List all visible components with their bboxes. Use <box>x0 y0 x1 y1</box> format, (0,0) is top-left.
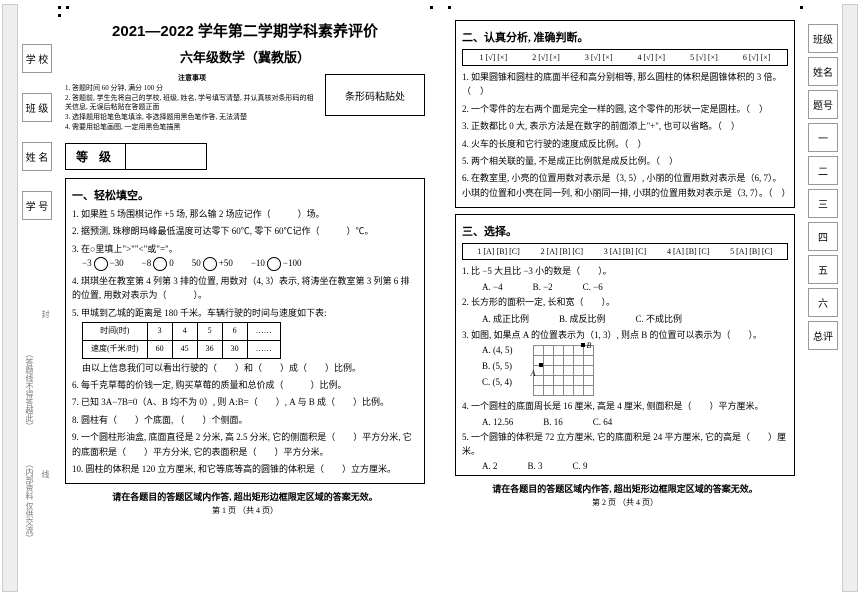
q3-3-opt-a: A. (4, 5) <box>482 345 513 355</box>
exam-title: 2021—2022 学年第二学期学科素养评价 <box>65 20 425 41</box>
q1-6: 6. 每千克草莓的价钱一定, 购买草莓的质量和总价成（ ）比例。 <box>72 378 418 392</box>
q3-1: 1. 比 −5 大且比 −3 小的数是（ ）。 <box>462 264 788 278</box>
seal-line: 线 <box>40 470 51 478</box>
exam-subtitle: 六年级数学（冀教版） <box>65 47 425 66</box>
score-name: 姓名 <box>808 57 838 86</box>
q1-10: 10. 圆柱的体积是 120 立方厘米, 和它等底等高的圆锥的体积是（ ）立方厘… <box>72 462 418 476</box>
field-number: 学 号 <box>22 191 52 220</box>
q1-5: 5. 甲城到乙城的距离是 180 千米。车辆行驶的时间与速度如下表: 时间(时)… <box>72 306 418 375</box>
q1-2: 2. 据预测, 珠穆朗玛峰最低温度可达零下 60℃, 零下 60℃记作（ ）℃。 <box>72 224 418 238</box>
field-name: 姓 名 <box>22 142 52 171</box>
page-1: 2021—2022 学年第二学期学科素养评价 六年级数学（冀教版） 注意事项 1… <box>55 0 435 596</box>
q1-3: 3. 在○里填上">""<"或"="。 −3−30 −80 50+50 −10−… <box>72 242 418 271</box>
footer-note-2: 请在各题目的答题区域内作答, 超出矩形边框限定区域的答案无效。 <box>455 482 795 495</box>
score-total: 总评 <box>808 321 838 350</box>
field-school: 学 校 <box>22 44 52 73</box>
choice-answer-strip[interactable]: 1 [A] [B] [C]2 [A] [B] [C]3 [A] [B] [C]4… <box>462 243 788 260</box>
q3-2: 2. 长方形的面积一定, 长和宽（ ）。 <box>462 295 788 309</box>
seal-note-2: （内部资料 仅供交流） <box>24 460 35 542</box>
seal-note-1: （答题线不得答越此） <box>24 350 35 430</box>
score-class: 班级 <box>808 24 838 53</box>
section-2-head: 二、认真分析, 准确判断。 <box>462 29 788 45</box>
q1-4: 4. 琪琪坐在教室第 4 列第 3 排的位置, 用数对（4, 3）表示, 将涛坐… <box>72 274 418 303</box>
q1-9: 9. 一个圆柱形油盒, 底面直径是 2 分米, 高 2.5 分米, 它的侧面积是… <box>72 430 418 459</box>
score-1: 一 <box>808 123 838 152</box>
q2-3: 3. 正数都比 0 大, 表示方法是在数字的前面添上"+", 也可以省略。（ ） <box>462 119 788 133</box>
q2-2: 2. 一个零件的左右两个面是完全一样的圆, 这个零件的形状一定是圆柱。（ ） <box>462 102 788 116</box>
q2-5: 5. 两个相关联的量, 不是成正比例就是成反比例。（ ） <box>462 154 788 168</box>
q3-1-opts: A. −4B. −2C. −6 <box>482 282 788 292</box>
grid-figure: A B <box>533 345 594 396</box>
right-score-strip: 班级 姓名 题号 一 二 三 四 五 六 总评 <box>805 0 860 596</box>
field-class: 班 级 <box>22 93 52 122</box>
grade-label: 等 级 <box>66 144 126 169</box>
q1-8: 8. 圆柱有（ ）个底面, （ ）个侧面。 <box>72 413 418 427</box>
barcode-area: 条形码粘贴处 <box>325 74 425 116</box>
page-num-1: 第 1 页 （共 4 页） <box>65 505 425 516</box>
footer-note-1: 请在各题目的答题区域内作答, 超出矩形边框限定区域的答案无效。 <box>65 490 425 503</box>
q3-4-opts: A. 12.56B. 16C. 64 <box>482 417 788 427</box>
score-head: 题号 <box>808 90 838 119</box>
q3-3-opt-b: B. (5, 5) <box>482 361 513 371</box>
q3-3-opt-c: C. (5, 4) <box>482 377 513 387</box>
q3-4: 4. 一个圆柱的底面周长是 16 厘米, 高是 4 厘米, 侧面积是（ ）平方厘… <box>462 399 788 413</box>
q2-6: 6. 在教室里, 小亮的位置用数对表示是（3, 5）, 小丽的位置用数对表示是（… <box>462 171 788 200</box>
score-3: 三 <box>808 189 838 218</box>
q3-3: 3. 如图, 如果点 A 的位置表示为（1, 3）, 则点 B 的位置可以表示为… <box>462 328 788 342</box>
q2-1: 1. 如果圆锥和圆柱的底面半径和高分别相等, 那么圆柱的体积是圆锥体积的 3 倍… <box>462 70 788 99</box>
notice-text: 注意事项 1. 答题时间 60 分钟, 满分 100 分 2. 答题前, 学生先… <box>65 74 319 133</box>
speed-table: 时间(时)3456…… 速度(千米/时)60453630…… <box>82 322 281 359</box>
q3-5: 5. 一个圆锥的体积是 72 立方厘米, 它的底面积是 24 平方厘米, 它的高… <box>462 430 788 459</box>
section-1-head: 一、轻松填空。 <box>72 187 418 203</box>
score-6: 六 <box>808 288 838 317</box>
q2-4: 4. 火车的长度和它行驶的速度成反比例。（ ） <box>462 137 788 151</box>
seal-mark: 封 <box>40 310 51 318</box>
judge-answer-strip[interactable]: 1 [√] [×]2 [√] [×]3 [√] [×]4 [√] [×]5 [√… <box>462 49 788 66</box>
score-2: 二 <box>808 156 838 185</box>
score-5: 五 <box>808 255 838 284</box>
notice-row: 注意事项 1. 答题时间 60 分钟, 满分 100 分 2. 答题前, 学生先… <box>65 74 425 133</box>
score-4: 四 <box>808 222 838 251</box>
q3-2-opts: A. 成正比例B. 成反比例C. 不成比例 <box>482 312 788 325</box>
grade-box: 等 级 <box>65 143 207 170</box>
q1-7: 7. 已知 3A−7B=0（A、B 均不为 0）, 则 A:B=（ ）, A 与… <box>72 395 418 409</box>
q3-5-opts: A. 2B. 3C. 9 <box>482 461 788 471</box>
left-binding-strip: 学 校 班 级 姓 名 学 号 封 （答题线不得答越此） （内部资料 仅供交流）… <box>0 0 55 596</box>
q1-1: 1. 如果胜 5 场围棋记作 +5 场, 那么输 2 场应记作（ ）场。 <box>72 207 418 221</box>
page-2: 二、认真分析, 准确判断。 1 [√] [×]2 [√] [×]3 [√] [×… <box>445 0 805 596</box>
section-3-head: 三、选择。 <box>462 223 788 239</box>
grade-blank[interactable] <box>126 144 206 169</box>
page-num-2: 第 2 页 （共 4 页） <box>455 497 795 508</box>
